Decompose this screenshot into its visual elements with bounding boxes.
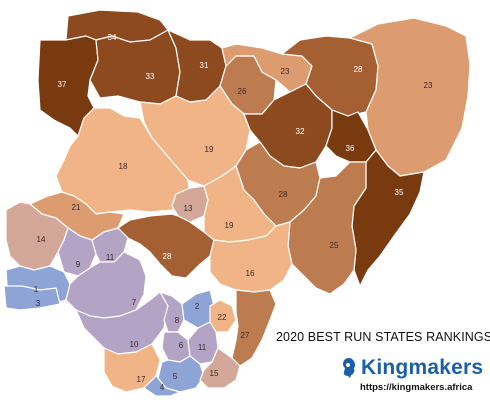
rank-label-taraba: 25 xyxy=(330,241,339,250)
rank-label-edo: 10 xyxy=(130,340,139,349)
rank-label-osun: 9 xyxy=(76,260,81,269)
brand-url[interactable]: https://kingmakers.africa xyxy=(360,382,473,393)
rank-label-niger: 18 xyxy=(119,162,128,171)
state-bayelsa xyxy=(143,375,181,397)
state-cross-river xyxy=(231,289,277,367)
rank-label-ogun: 3 xyxy=(36,299,41,308)
rank-label-ondo: 7 xyxy=(132,298,137,307)
state-niger xyxy=(55,107,191,215)
state-benue xyxy=(209,221,293,293)
rank-label-gombe: 36 xyxy=(346,144,355,153)
rank-label-imo: 6 xyxy=(179,341,184,350)
brand-name: Kingmakers xyxy=(361,356,484,379)
rank-label-bayelsa: 4 xyxy=(160,383,165,392)
rank-label-plateau: 28 xyxy=(279,190,288,199)
state-shapes xyxy=(3,9,471,397)
rank-label-rivers: 5 xyxy=(173,372,178,381)
rank-label-katsina: 31 xyxy=(200,61,209,70)
rank-label-adamawa: 35 xyxy=(395,188,404,197)
rank-label-nasarawa: 19 xyxy=(225,221,234,230)
rank-label-bauchi: 32 xyxy=(296,127,305,136)
rank-label-jigawa: 23 xyxy=(281,67,290,76)
map-title: 2020 BEST RUN STATES RANKINGS xyxy=(276,330,490,344)
rank-label-lagos: 1 xyxy=(34,285,39,294)
state-lagos xyxy=(3,285,61,311)
rank-label-yobe: 28 xyxy=(354,65,363,74)
rank-label-kebbi: 37 xyxy=(58,80,67,89)
rank-label-ebonyi: 22 xyxy=(218,313,227,322)
rank-label-kwara: 21 xyxy=(72,203,81,212)
rank-label-kano: 26 xyxy=(238,87,247,96)
rank-label-abia: 11 xyxy=(198,343,207,352)
state-zamfara xyxy=(89,29,181,105)
state-akwa-ibom xyxy=(199,347,241,389)
kingmakers-logo-icon xyxy=(340,357,358,379)
rank-label-kaduna: 19 xyxy=(205,145,214,154)
rank-label-enugu: 2 xyxy=(195,302,200,311)
brand-block: Kingmakers xyxy=(340,356,483,380)
rank-label-oyo: 14 xyxy=(37,235,46,244)
state-bauchi xyxy=(243,83,333,169)
rank-label-akwa-ibom: 15 xyxy=(210,369,219,378)
rank-label-sokoto: 34 xyxy=(108,33,117,42)
rank-label-ekiti: 11 xyxy=(106,253,115,262)
state-imo xyxy=(161,331,191,363)
rank-label-kogi: 28 xyxy=(163,252,172,261)
rank-label-cross-river: 27 xyxy=(241,331,250,340)
rank-label-fct: 13 xyxy=(184,204,193,213)
rank-label-anambra: 8 xyxy=(175,316,180,325)
rank-label-zamfara: 33 xyxy=(146,72,155,81)
rank-label-delta: 17 xyxy=(137,375,146,384)
rank-label-benue: 16 xyxy=(246,269,255,278)
rank-label-borno: 23 xyxy=(424,81,433,90)
